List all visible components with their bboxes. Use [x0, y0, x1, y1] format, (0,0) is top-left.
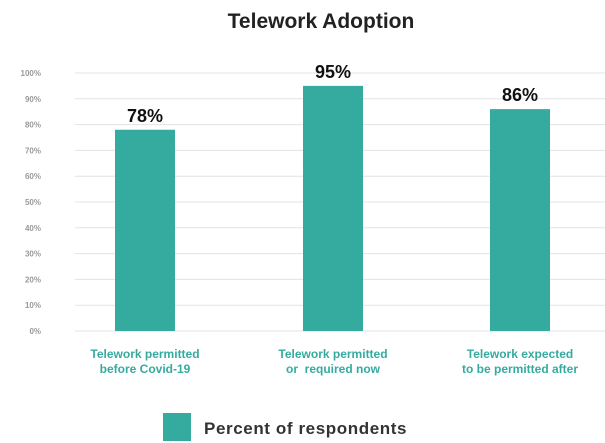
- y-tick-label: 70%: [25, 146, 41, 155]
- category-label-line: Telework permitted: [278, 347, 387, 361]
- category-label-line: to be permitted after: [462, 362, 578, 376]
- y-tick-label: 20%: [25, 275, 41, 284]
- category-label: Telework permitted before Covid-19: [90, 347, 199, 376]
- legend-label: Percent of respondents: [204, 419, 407, 438]
- data-labels: 78% 95% 86%: [127, 62, 538, 126]
- bar: [115, 129, 175, 331]
- category-label-line: Telework expected: [467, 347, 574, 361]
- category-label-line: before Covid-19: [100, 362, 191, 376]
- y-tick-label: 80%: [25, 121, 41, 130]
- bar: [303, 85, 363, 332]
- category-label-line: Telework permitted: [90, 347, 199, 361]
- y-tick-label: 10%: [25, 301, 41, 310]
- y-tick-label: 40%: [25, 224, 41, 233]
- y-tick-label: 60%: [25, 172, 41, 181]
- y-tick-label: 30%: [25, 250, 41, 259]
- legend: Percent of respondents: [163, 413, 407, 441]
- category-label-line: or required now: [286, 362, 381, 376]
- category-label: Telework expected to be permitted after: [462, 347, 578, 376]
- chart-title: Telework Adoption: [228, 10, 415, 33]
- data-label: 86%: [502, 85, 538, 105]
- data-label: 95%: [315, 62, 351, 82]
- y-tick-label: 100%: [21, 69, 41, 78]
- y-tick-label: 50%: [25, 198, 41, 207]
- bar: [490, 109, 550, 332]
- legend-swatch: [163, 413, 191, 441]
- data-label: 78%: [127, 106, 163, 126]
- y-axis-ticks: 0% 10% 20% 30% 40% 50% 60% 70% 80% 90% 100%: [21, 69, 41, 336]
- category-labels: Telework permitted before Covid-19Telewor…: [90, 347, 578, 376]
- bars: [115, 85, 550, 332]
- category-label: Telework permitted or required now: [278, 347, 387, 376]
- y-tick-label: 0%: [29, 327, 41, 336]
- y-tick-label: 90%: [25, 95, 41, 104]
